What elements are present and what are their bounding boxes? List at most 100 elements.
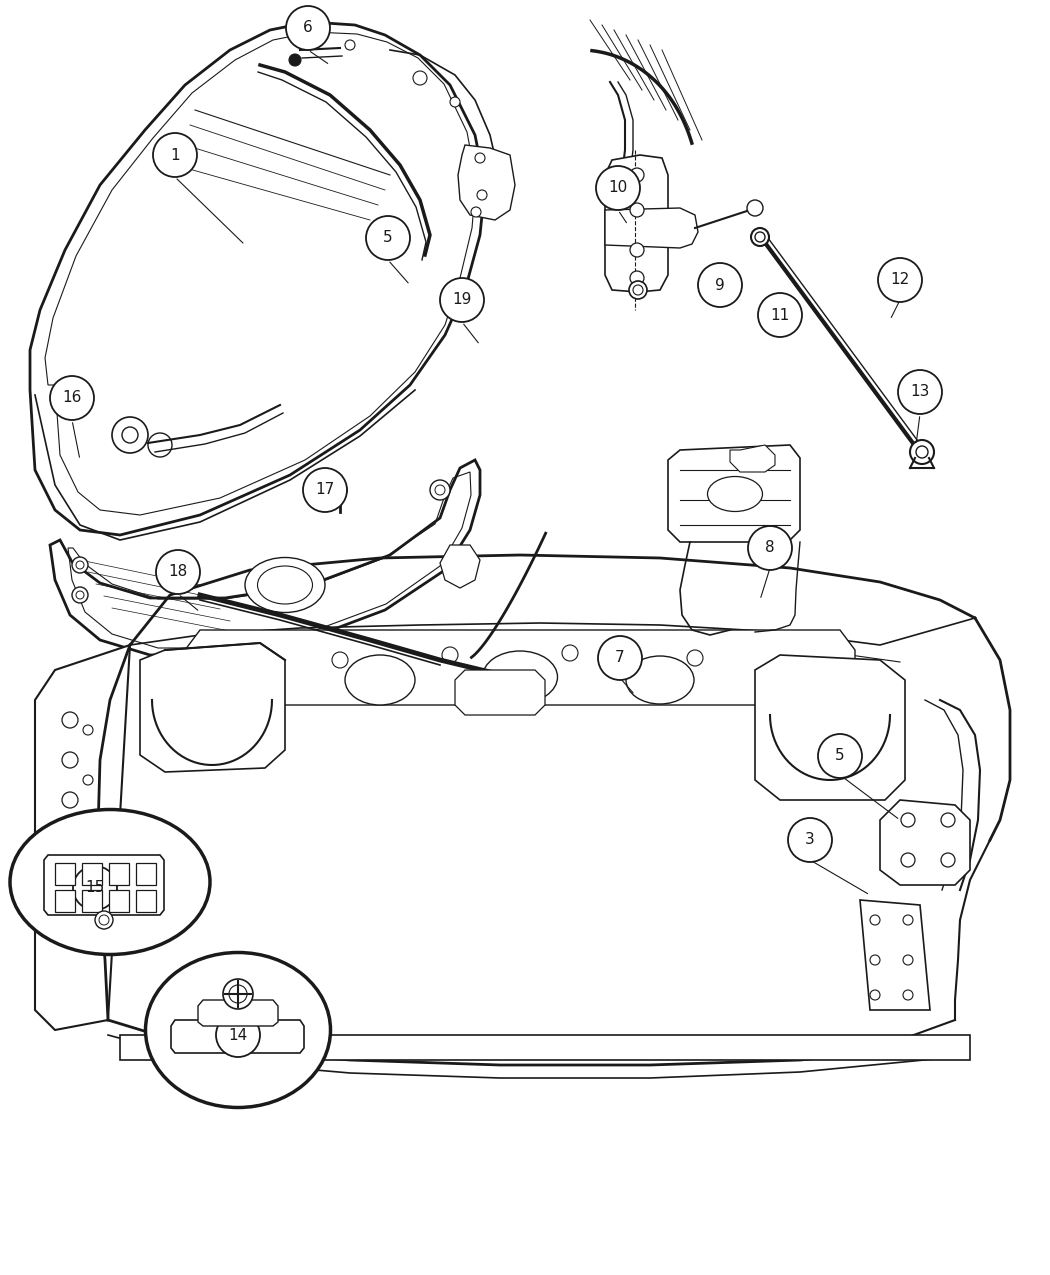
Circle shape — [83, 825, 93, 835]
Polygon shape — [171, 1020, 304, 1053]
Circle shape — [62, 836, 78, 853]
Circle shape — [878, 258, 922, 302]
Circle shape — [83, 725, 93, 734]
Ellipse shape — [708, 477, 762, 511]
Circle shape — [345, 40, 355, 50]
Circle shape — [112, 417, 148, 453]
Circle shape — [477, 190, 487, 200]
Circle shape — [471, 207, 481, 217]
Circle shape — [74, 866, 117, 910]
Circle shape — [62, 792, 78, 808]
Circle shape — [303, 468, 346, 513]
Circle shape — [229, 986, 247, 1003]
Polygon shape — [458, 145, 514, 221]
Circle shape — [216, 1014, 260, 1057]
Polygon shape — [35, 645, 130, 1030]
Text: 19: 19 — [453, 292, 471, 307]
Circle shape — [941, 853, 956, 867]
Circle shape — [50, 376, 94, 419]
Circle shape — [916, 446, 928, 458]
Circle shape — [413, 71, 427, 85]
Polygon shape — [82, 890, 102, 912]
Circle shape — [430, 479, 450, 500]
Circle shape — [818, 734, 862, 778]
Circle shape — [289, 54, 301, 66]
Circle shape — [629, 280, 647, 300]
Circle shape — [562, 645, 578, 660]
Circle shape — [870, 915, 880, 924]
Polygon shape — [455, 669, 545, 715]
Circle shape — [910, 440, 934, 464]
Circle shape — [630, 272, 644, 286]
Circle shape — [153, 133, 197, 177]
Circle shape — [450, 97, 460, 107]
Circle shape — [332, 652, 348, 668]
Text: 15: 15 — [85, 881, 105, 895]
Polygon shape — [730, 445, 775, 472]
Text: 5: 5 — [835, 748, 845, 764]
Polygon shape — [755, 655, 905, 799]
Polygon shape — [605, 156, 668, 292]
Circle shape — [758, 293, 802, 337]
Polygon shape — [185, 630, 855, 705]
Circle shape — [941, 813, 956, 827]
Text: 6: 6 — [303, 20, 313, 36]
Circle shape — [72, 557, 88, 572]
Text: 7: 7 — [615, 650, 625, 666]
Polygon shape — [140, 643, 285, 771]
Ellipse shape — [345, 655, 415, 705]
Circle shape — [748, 527, 792, 570]
Circle shape — [83, 775, 93, 785]
Circle shape — [440, 278, 484, 323]
Ellipse shape — [257, 566, 313, 604]
Polygon shape — [668, 445, 800, 542]
Circle shape — [223, 979, 253, 1009]
Circle shape — [337, 487, 343, 493]
Polygon shape — [109, 863, 129, 885]
Text: 12: 12 — [890, 273, 909, 287]
Circle shape — [62, 711, 78, 728]
Text: 17: 17 — [315, 482, 335, 497]
Polygon shape — [136, 890, 156, 912]
Circle shape — [286, 6, 330, 50]
Text: 9: 9 — [715, 278, 724, 292]
Circle shape — [148, 434, 172, 456]
Circle shape — [76, 561, 84, 569]
Text: 3: 3 — [805, 833, 815, 848]
Circle shape — [870, 955, 880, 965]
Circle shape — [903, 915, 914, 924]
Circle shape — [630, 168, 644, 182]
Polygon shape — [605, 208, 698, 249]
Circle shape — [475, 153, 485, 163]
Circle shape — [76, 592, 84, 599]
Ellipse shape — [10, 810, 210, 955]
Ellipse shape — [626, 657, 694, 704]
Polygon shape — [136, 863, 156, 885]
Circle shape — [630, 244, 644, 258]
Circle shape — [747, 200, 763, 215]
Circle shape — [898, 370, 942, 414]
Polygon shape — [120, 1035, 970, 1060]
Circle shape — [596, 166, 640, 210]
Polygon shape — [44, 856, 164, 915]
Polygon shape — [880, 799, 970, 885]
Circle shape — [788, 819, 832, 862]
Circle shape — [633, 286, 643, 295]
Circle shape — [366, 215, 410, 260]
Circle shape — [435, 484, 445, 495]
Polygon shape — [55, 863, 75, 885]
Circle shape — [122, 427, 138, 442]
Circle shape — [870, 989, 880, 1000]
Text: 1: 1 — [170, 148, 180, 162]
Text: 13: 13 — [910, 385, 929, 399]
Circle shape — [94, 912, 113, 929]
Circle shape — [755, 232, 765, 242]
Circle shape — [903, 989, 914, 1000]
Circle shape — [333, 483, 347, 497]
Circle shape — [442, 646, 458, 663]
Polygon shape — [50, 460, 480, 655]
Ellipse shape — [483, 652, 558, 703]
Polygon shape — [109, 890, 129, 912]
Text: 16: 16 — [62, 390, 82, 405]
Circle shape — [62, 752, 78, 768]
